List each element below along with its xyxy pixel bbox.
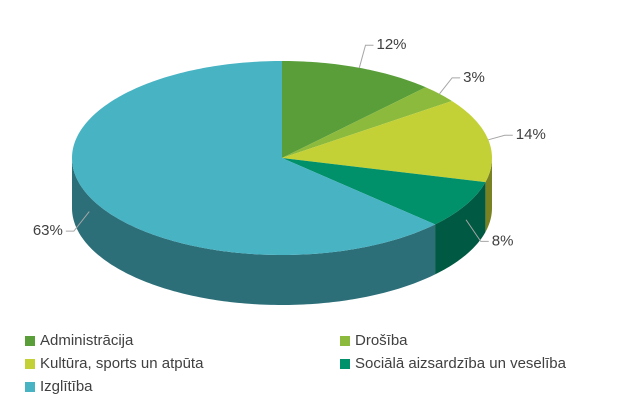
slice-side [485, 158, 492, 233]
data-label: 14% [516, 126, 546, 143]
leader-line [439, 77, 461, 95]
slice-side [435, 182, 486, 275]
legend-swatch [340, 336, 350, 346]
leader-line [488, 134, 513, 141]
slice [72, 61, 436, 255]
slice-side [72, 158, 436, 305]
legend-swatch [25, 382, 35, 392]
data-label: 3% [463, 69, 485, 86]
legend-label: Kultūra, sports un atpūta [40, 355, 204, 372]
legend-label: Administrācija [40, 332, 134, 349]
legend-swatch [340, 359, 350, 369]
slice [282, 61, 426, 158]
data-label: 8% [492, 232, 514, 249]
legend-swatch [25, 359, 35, 369]
leader-line [465, 219, 489, 242]
data-label: 63% [33, 222, 63, 239]
leader-line [358, 44, 374, 68]
legend-swatch [25, 336, 35, 346]
slice [282, 87, 452, 158]
legend-label: Izglītība [40, 378, 93, 395]
slice [282, 100, 492, 183]
leader-line [65, 211, 90, 232]
legend-label: Drošība [355, 332, 408, 349]
slice [282, 158, 486, 225]
data-label: 12% [376, 36, 406, 53]
legend-label: Sociālā aizsardzība un veselība [355, 355, 567, 372]
